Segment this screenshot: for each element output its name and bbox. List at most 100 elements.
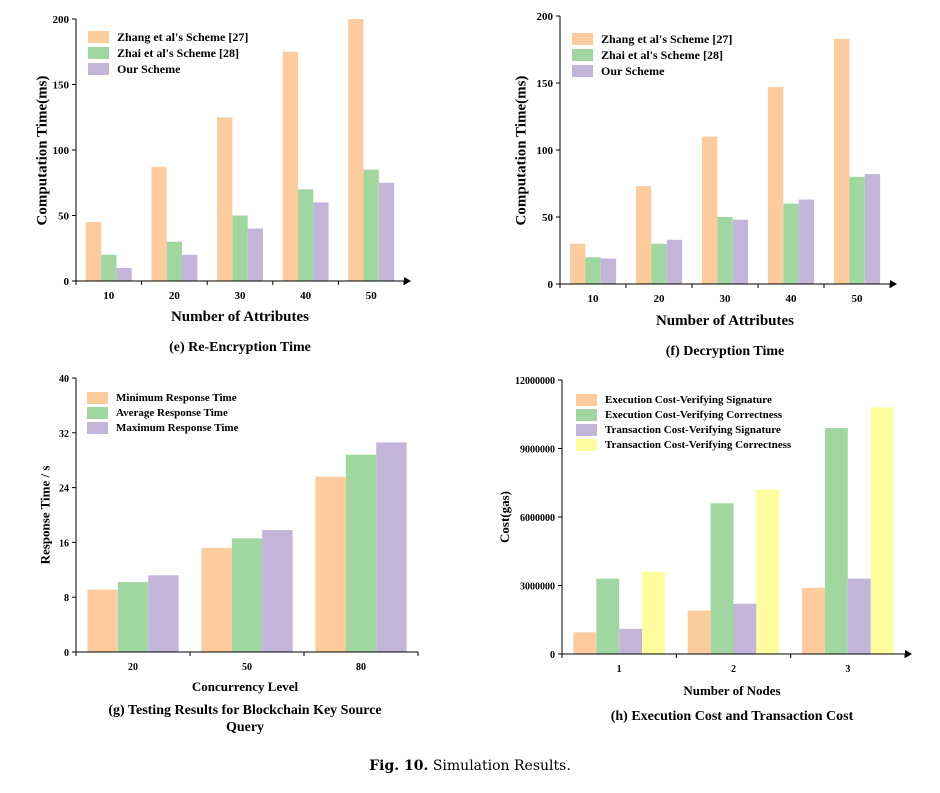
- legend-swatch: [576, 393, 597, 406]
- legend-swatch: [572, 65, 593, 77]
- legend-swatch: [572, 49, 593, 61]
- figure-caption: Fig. 10. Simulation Results.: [0, 758, 940, 774]
- bar: [166, 241, 183, 281]
- bar: [282, 51, 298, 281]
- x-tick-label: 50: [852, 293, 864, 305]
- x-tick-label: 20: [169, 290, 181, 302]
- legend-item: Zhai et al's Scheme [28]: [572, 47, 732, 63]
- bar: [824, 427, 848, 654]
- bar: [701, 136, 718, 284]
- y-tick-label: 0: [64, 648, 69, 659]
- bar: [596, 578, 620, 654]
- legend-label: Maximum Response Time: [116, 421, 239, 434]
- chart-svg: 0 8 16 24 32 40 20 50 80: [59, 374, 419, 673]
- chart-panel-f: Computation Time(ms) Number of Attribute…: [470, 0, 940, 370]
- bar: [569, 243, 586, 284]
- y-tick-label: 9000000: [520, 445, 555, 456]
- bar: [116, 267, 132, 281]
- chart-svg: 0 50 100 150 200 10 20 30 40 50: [537, 11, 897, 305]
- panel-caption: (f) Decryption Time: [665, 344, 785, 359]
- bar: [151, 167, 167, 281]
- y-tick-label: 150: [53, 80, 70, 92]
- legend-swatch: [87, 406, 108, 419]
- legend: Execution Cost-Verifying Signature Execu…: [576, 392, 791, 452]
- legend-swatch: [87, 391, 108, 404]
- bar: [217, 117, 233, 281]
- bar: [798, 199, 815, 284]
- y-tick-label: 200: [53, 14, 70, 26]
- x-axis-label: Number of Attributes: [655, 313, 795, 329]
- bar: [85, 222, 102, 281]
- legend-label: Zhai et al's Scheme [28]: [601, 47, 723, 62]
- legend-swatch: [87, 421, 108, 434]
- x-tick-label: 80: [356, 662, 366, 673]
- legend-label: Transaction Cost-Verifying Signature: [605, 423, 781, 436]
- bar: [732, 219, 749, 284]
- bar: [710, 503, 734, 654]
- figure-caption-label: Fig. 10.: [369, 758, 429, 774]
- legend-item: Zhai et al's Scheme [28]: [88, 45, 248, 61]
- bar: [345, 454, 377, 652]
- bar: [182, 254, 198, 281]
- y-tick-label: 3000000: [520, 582, 555, 593]
- bar: [666, 239, 683, 284]
- legend-swatch: [576, 423, 597, 436]
- bar: [849, 176, 865, 284]
- legend-item: Our Scheme: [572, 63, 732, 79]
- legend-label: Zhang et al's Scheme [27]: [601, 31, 733, 46]
- bar: [315, 476, 346, 652]
- legend-swatch: [576, 438, 597, 451]
- bar: [585, 257, 601, 284]
- legend-item: Transaction Cost-Verifying Signature: [576, 422, 791, 437]
- y-tick-label: 100: [53, 145, 70, 157]
- chart-svg: 0 3000000 6000000 9000000 12000000 1 2 3: [515, 376, 912, 675]
- legend-label: Transaction Cost-Verifying Correctness: [605, 438, 792, 451]
- bar: [247, 228, 263, 281]
- bar: [148, 575, 179, 652]
- bar: [847, 578, 871, 654]
- x-tick-label: 40: [786, 293, 798, 305]
- bar: [717, 217, 733, 284]
- chart-panel-e: Computation Time(ms) Number of Attribute…: [0, 0, 470, 370]
- panel-caption: (h) Execution Cost and Transaction Cost: [610, 709, 854, 724]
- x-tick-label: 10: [588, 293, 600, 305]
- bar: [378, 182, 395, 281]
- legend-swatch: [88, 47, 109, 59]
- bar: [348, 19, 364, 281]
- x-tick-label: 2: [731, 664, 736, 675]
- legend-swatch: [88, 63, 109, 75]
- y-tick-label: 50: [542, 212, 554, 224]
- bar: [802, 587, 825, 654]
- x-axis-label: Number of Attributes: [170, 309, 310, 325]
- bar: [313, 202, 329, 281]
- bar: [651, 243, 667, 284]
- legend-item: Zhang et al's Scheme [27]: [88, 29, 248, 45]
- y-tick-label: 0: [64, 276, 70, 288]
- bar: [201, 547, 232, 652]
- x-tick-label: 40: [300, 290, 312, 302]
- bar: [687, 610, 711, 654]
- legend-item: Execution Cost-Verifying Signature: [576, 392, 791, 407]
- legend-label: Execution Cost-Verifying Correctness: [605, 408, 783, 421]
- bar: [262, 530, 293, 652]
- y-tick-label: 16: [59, 538, 69, 549]
- x-tick-label: 10: [103, 290, 115, 302]
- y-tick-label: 32: [59, 429, 69, 440]
- bar: [833, 38, 850, 284]
- bar: [783, 203, 799, 284]
- panel-caption: (e) Re-Encryption Time: [169, 340, 311, 355]
- bar: [600, 258, 617, 284]
- legend: Zhang et al's Scheme [27] Zhai et al's S…: [572, 31, 732, 79]
- y-tick-label: 50: [58, 211, 70, 223]
- x-tick-label: 50: [242, 662, 252, 673]
- legend-swatch: [88, 31, 109, 43]
- x-tick-label: 20: [128, 662, 138, 673]
- legend-item: Execution Cost-Verifying Correctness: [576, 407, 791, 422]
- y-tick-label: 150: [537, 78, 554, 90]
- figure-caption-text: Simulation Results.: [432, 758, 571, 774]
- x-tick-label: 30: [720, 293, 732, 305]
- x-tick-label: 20: [654, 293, 666, 305]
- bar: [376, 442, 407, 652]
- bar: [101, 254, 117, 281]
- bar: [297, 189, 314, 281]
